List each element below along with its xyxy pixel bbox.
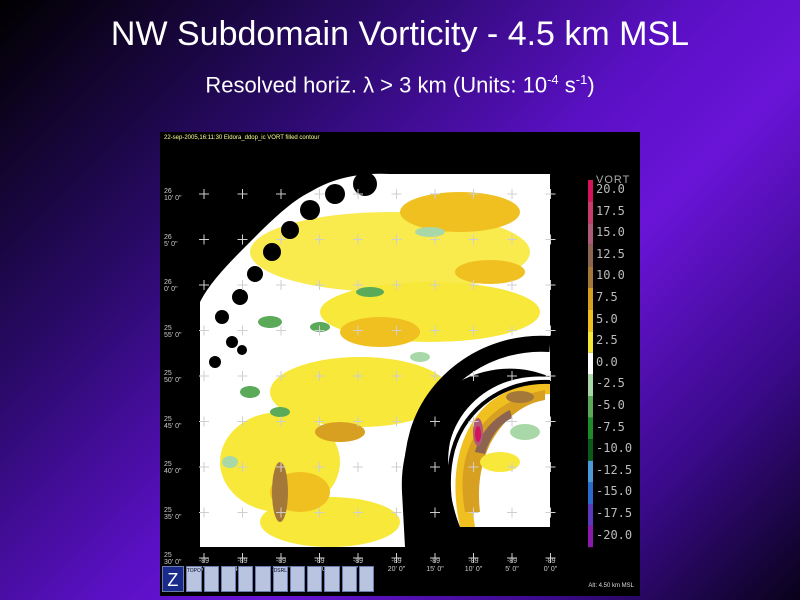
- timeline-icon[interactable]: [255, 566, 271, 592]
- legend-label: -2.5: [596, 376, 625, 391]
- legend-label: -20.0: [596, 527, 633, 542]
- histogram-icon[interactable]: [203, 566, 220, 592]
- topo-icon[interactable]: TOPO: [185, 566, 202, 592]
- legend-label: -12.5: [596, 462, 633, 477]
- chart-icon[interactable]: [221, 566, 237, 592]
- legend-swatch: [588, 244, 593, 267]
- legend-swatch: [588, 417, 593, 440]
- dsrl-icon[interactable]: DSRL: [272, 566, 289, 592]
- latitude-label: 25 55' 0": [164, 324, 182, 339]
- radar-display-panel: 22-sep-2005,16:11:30 Eldora_ddop_ic VORT…: [160, 132, 640, 596]
- legend-label: 17.5: [596, 203, 625, 218]
- legend-swatch: [588, 352, 593, 375]
- latitude-label: 25 50' 0": [164, 370, 182, 384]
- subtitle-mid: s: [558, 72, 576, 98]
- latitude-label: 25 40' 0": [164, 461, 182, 475]
- altitude-readout: Alt: 4.50 km MSL: [588, 583, 634, 589]
- longitude-label: -89 0' 0": [543, 558, 558, 573]
- legend-label: 7.5: [596, 290, 618, 304]
- longitude-label: -89 5' 0": [505, 558, 519, 573]
- latitude-label: 26 5' 0": [164, 233, 178, 248]
- legend-swatch: [588, 266, 593, 288]
- snowflake-icon[interactable]: [307, 566, 323, 592]
- panel-header: 22-sep-2005,16:11:30 Eldora_ddop_ic VORT…: [164, 135, 320, 141]
- legend-swatch: [588, 309, 593, 332]
- z-logo-icon[interactable]: Z: [162, 566, 184, 592]
- flag-icon[interactable]: [324, 566, 340, 592]
- legend-label: -15.0: [596, 484, 633, 499]
- flight-track-arc-outer: [403, 335, 551, 540]
- grid-crosses: [199, 189, 556, 563]
- slide-subtitle: Resolved horiz. λ > 3 km (Units: 10-4 s-…: [0, 66, 800, 99]
- grid-icon[interactable]: [358, 566, 375, 592]
- chart2-icon[interactable]: [290, 566, 306, 592]
- legend-swatch: [588, 482, 593, 504]
- target-icon[interactable]: [341, 566, 357, 592]
- latitude-label: 26 0' 0": [164, 279, 178, 293]
- legend-swatch: [588, 180, 593, 202]
- legend-title: VORT: [596, 174, 631, 186]
- subtitle-exponent-1: -4: [547, 72, 559, 87]
- latitude-label: 25 30' 0": [164, 552, 182, 566]
- legend-swatch: [588, 439, 593, 461]
- subtitle-suffix: ): [587, 72, 595, 98]
- vorticity-map[interactable]: [160, 132, 640, 596]
- legend-label: -7.5: [596, 419, 625, 434]
- longitude-label: -89 10' 0": [464, 558, 483, 573]
- legend-label: -17.5: [596, 506, 633, 520]
- subtitle-prefix: Resolved horiz. λ > 3 km (Units: 10: [205, 72, 548, 98]
- legend-color-bar: [588, 180, 593, 548]
- legend-label: 0.0: [596, 354, 618, 369]
- latitude-label: 25 45' 0": [164, 415, 182, 430]
- legend-swatch: [588, 504, 593, 526]
- latitude-label: 25 35' 0": [164, 506, 182, 521]
- longitude-label: -89 15' 0": [426, 558, 444, 573]
- longitude-label: -89 20' 0": [387, 558, 406, 573]
- legend-swatch: [588, 396, 593, 418]
- latitude-label: 26 10' 0": [164, 188, 182, 202]
- vorticity-field-inner: [448, 376, 550, 527]
- legend-label: -10.0: [596, 441, 633, 456]
- data-edge-mask: [209, 172, 377, 368]
- legend-label: 10.0: [596, 268, 625, 283]
- bottom-toolbar: Z TOPO DSRL: [162, 566, 375, 594]
- legend-label: 2.5: [596, 333, 618, 348]
- aircraft-icon[interactable]: [238, 566, 254, 592]
- legend-label: 15.0: [596, 225, 625, 240]
- subtitle-exponent-2: -1: [575, 72, 588, 87]
- legend-swatch: [588, 460, 593, 483]
- legend-label: 20.0: [596, 182, 625, 196]
- legend-swatch: [588, 374, 593, 396]
- flight-track-arc-inner: [446, 379, 551, 533]
- legend-label: -5.0: [596, 398, 625, 412]
- legend-swatch: [588, 525, 593, 548]
- legend-swatch: [588, 331, 593, 353]
- legend-label: 12.5: [596, 246, 625, 261]
- legend-swatch: [588, 288, 593, 310]
- legend-swatch: [588, 201, 593, 224]
- legend-swatch: [588, 223, 593, 245]
- longitude-label: -8925' 0": [349, 558, 366, 573]
- legend-label: 5.0: [596, 311, 618, 326]
- slide-title: NW Subdomain Vorticity - 4.5 km MSL: [110, 15, 690, 53]
